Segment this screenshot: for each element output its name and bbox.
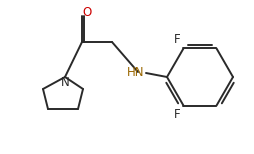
- Text: F: F: [173, 33, 180, 46]
- Text: HN: HN: [127, 65, 144, 79]
- Text: F: F: [173, 108, 180, 121]
- Text: O: O: [82, 6, 91, 18]
- Text: N: N: [60, 75, 69, 89]
